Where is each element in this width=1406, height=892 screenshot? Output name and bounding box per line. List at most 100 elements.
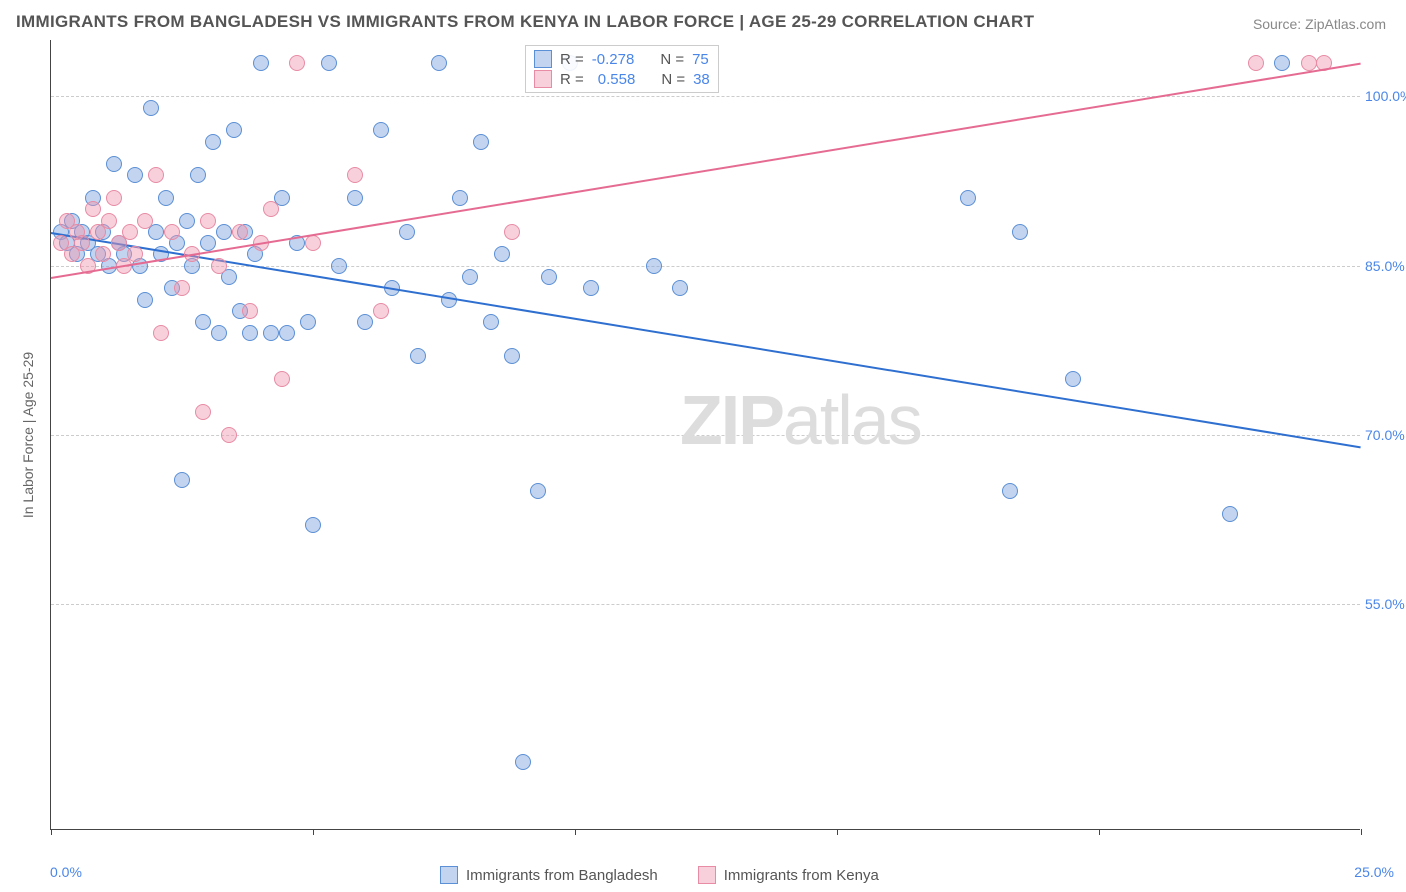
dot-kenya bbox=[137, 213, 153, 229]
dot-bangladesh bbox=[483, 314, 499, 330]
swatch-series-2 bbox=[698, 866, 716, 884]
bottom-legend: Immigrants from Bangladesh Immigrants fr… bbox=[440, 866, 879, 884]
dot-kenya bbox=[347, 167, 363, 183]
dot-bangladesh bbox=[205, 134, 221, 150]
dot-bangladesh bbox=[211, 325, 227, 341]
dot-bangladesh bbox=[646, 258, 662, 274]
stat-n-label: N = bbox=[661, 71, 685, 88]
dot-bangladesh bbox=[174, 472, 190, 488]
dot-bangladesh bbox=[410, 348, 426, 364]
swatch-series-1 bbox=[534, 50, 552, 68]
dot-kenya bbox=[232, 224, 248, 240]
dot-kenya bbox=[195, 404, 211, 420]
stat-r-value-1: -0.278 bbox=[592, 51, 635, 68]
dot-bangladesh bbox=[1274, 55, 1290, 71]
y-tick-label: 85.0% bbox=[1365, 258, 1406, 274]
dot-bangladesh bbox=[331, 258, 347, 274]
gridline bbox=[51, 604, 1360, 605]
dot-kenya bbox=[263, 201, 279, 217]
dot-bangladesh bbox=[473, 134, 489, 150]
dot-bangladesh bbox=[195, 314, 211, 330]
stat-n-value-1: 75 bbox=[692, 51, 709, 68]
dot-kenya bbox=[242, 303, 258, 319]
x-tick bbox=[1361, 829, 1362, 835]
dot-kenya bbox=[95, 246, 111, 262]
dot-bangladesh bbox=[1222, 506, 1238, 522]
dot-bangladesh bbox=[190, 167, 206, 183]
dot-bangladesh bbox=[216, 224, 232, 240]
x-tick bbox=[575, 829, 576, 835]
dot-kenya bbox=[305, 235, 321, 251]
legend-item-2: Immigrants from Kenya bbox=[698, 866, 879, 884]
stats-legend: R = -0.278 N = 75 R = 0.558 N = 38 bbox=[525, 45, 719, 93]
dot-bangladesh bbox=[541, 269, 557, 285]
dot-bangladesh bbox=[462, 269, 478, 285]
dot-bangladesh bbox=[399, 224, 415, 240]
dot-bangladesh bbox=[1002, 483, 1018, 499]
dot-kenya bbox=[153, 325, 169, 341]
dot-bangladesh bbox=[347, 190, 363, 206]
dot-bangladesh bbox=[321, 55, 337, 71]
x-tick bbox=[313, 829, 314, 835]
legend-label-1: Immigrants from Bangladesh bbox=[466, 867, 658, 884]
dot-kenya bbox=[274, 371, 290, 387]
dot-kenya bbox=[148, 167, 164, 183]
stat-r-label: R = bbox=[560, 51, 584, 68]
dot-bangladesh bbox=[179, 213, 195, 229]
stat-r-label: R = bbox=[560, 71, 584, 88]
y-axis-label: In Labor Force | Age 25-29 bbox=[20, 352, 36, 518]
dot-bangladesh bbox=[515, 754, 531, 770]
dot-bangladesh bbox=[1065, 371, 1081, 387]
dot-kenya bbox=[211, 258, 227, 274]
dot-kenya bbox=[164, 224, 180, 240]
dot-kenya bbox=[74, 235, 90, 251]
swatch-series-1 bbox=[440, 866, 458, 884]
watermark: ZIPatlas bbox=[680, 380, 921, 460]
dot-bangladesh bbox=[242, 325, 258, 341]
dot-bangladesh bbox=[960, 190, 976, 206]
y-tick-label: 70.0% bbox=[1365, 427, 1406, 443]
trend-line-kenya bbox=[51, 63, 1361, 279]
dot-bangladesh bbox=[279, 325, 295, 341]
x-start-label: 0.0% bbox=[50, 864, 82, 880]
dot-kenya bbox=[1248, 55, 1264, 71]
dot-bangladesh bbox=[431, 55, 447, 71]
dot-bangladesh bbox=[494, 246, 510, 262]
dot-kenya bbox=[373, 303, 389, 319]
dot-bangladesh bbox=[127, 167, 143, 183]
dot-bangladesh bbox=[226, 122, 242, 138]
y-tick-label: 55.0% bbox=[1365, 596, 1406, 612]
x-tick bbox=[837, 829, 838, 835]
swatch-series-2 bbox=[534, 70, 552, 88]
source-label: Source: ZipAtlas.com bbox=[1253, 16, 1386, 32]
dot-bangladesh bbox=[200, 235, 216, 251]
dot-kenya bbox=[504, 224, 520, 240]
x-end-label: 25.0% bbox=[1354, 864, 1394, 880]
stat-n-label: N = bbox=[660, 51, 684, 68]
dot-kenya bbox=[1301, 55, 1317, 71]
x-tick bbox=[51, 829, 52, 835]
legend-label-2: Immigrants from Kenya bbox=[724, 867, 879, 884]
x-tick bbox=[1099, 829, 1100, 835]
dot-bangladesh bbox=[530, 483, 546, 499]
chart-title: IMMIGRANTS FROM BANGLADESH VS IMMIGRANTS… bbox=[16, 12, 1034, 32]
stats-row-2: R = 0.558 N = 38 bbox=[534, 69, 710, 89]
dot-bangladesh bbox=[504, 348, 520, 364]
dot-bangladesh bbox=[1012, 224, 1028, 240]
dot-kenya bbox=[221, 427, 237, 443]
dot-bangladesh bbox=[373, 122, 389, 138]
dot-kenya bbox=[174, 280, 190, 296]
dot-bangladesh bbox=[253, 55, 269, 71]
dot-kenya bbox=[106, 190, 122, 206]
dot-bangladesh bbox=[583, 280, 599, 296]
watermark-bold: ZIP bbox=[680, 381, 783, 459]
dot-kenya bbox=[200, 213, 216, 229]
dot-bangladesh bbox=[143, 100, 159, 116]
dot-kenya bbox=[127, 246, 143, 262]
stat-r-value-2: 0.558 bbox=[592, 71, 636, 88]
legend-item-1: Immigrants from Bangladesh bbox=[440, 866, 658, 884]
dot-bangladesh bbox=[106, 156, 122, 172]
dot-bangladesh bbox=[305, 517, 321, 533]
dot-kenya bbox=[101, 213, 117, 229]
dot-bangladesh bbox=[672, 280, 688, 296]
